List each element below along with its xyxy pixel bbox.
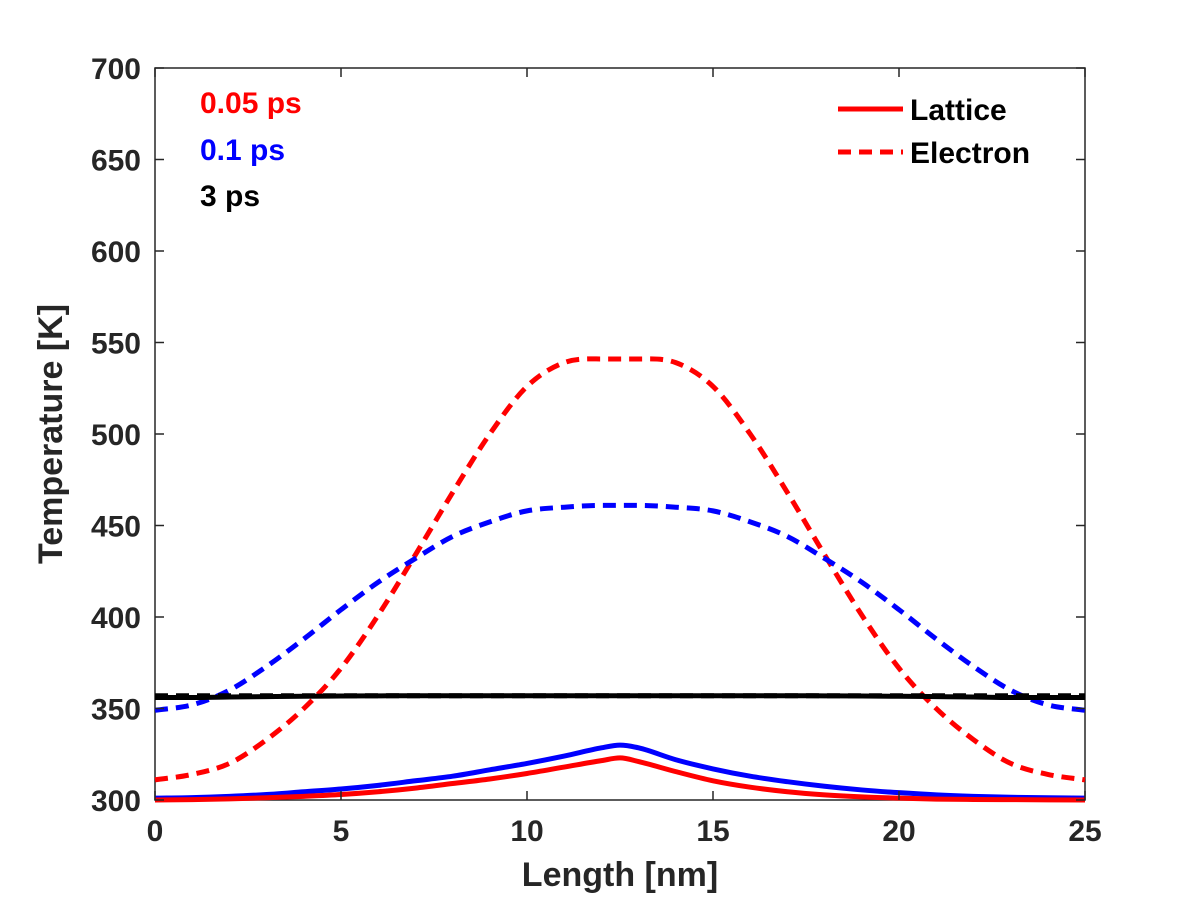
x-tick-label: 10 <box>510 815 543 848</box>
y-tick-label: 550 <box>91 328 141 361</box>
series-line-lattice-3-ps <box>155 693 1085 701</box>
y-tick-label: 450 <box>91 511 141 544</box>
axes-box <box>154 67 1086 801</box>
x-tick-label: 5 <box>333 815 350 848</box>
x-tick-label: 20 <box>882 815 915 848</box>
y-tick-label: 300 <box>91 785 141 818</box>
series-line-electron-0-05-ps <box>154 356 1086 783</box>
legend-electron-label: Electron <box>910 137 1030 170</box>
legend-lattice-label: Lattice <box>910 94 1007 127</box>
y-tick-label: 700 <box>91 53 141 86</box>
y-tick-label: 500 <box>91 419 141 452</box>
y-tick-label: 650 <box>91 145 141 178</box>
series-layer <box>154 356 1086 803</box>
annotation-3ps: 3 ps <box>200 180 260 213</box>
y-tick-label: 350 <box>91 694 141 727</box>
annotation-0-1ps: 0.1 ps <box>200 134 285 167</box>
time-annotations: 0.05 ps 0.1 ps 3 ps <box>200 87 302 213</box>
annotation-0-05ps: 0.05 ps <box>200 87 302 120</box>
x-tick-label: 25 <box>1068 815 1101 848</box>
plot-area <box>154 67 1086 801</box>
series-line-lattice-0-05-ps <box>154 755 1086 803</box>
series-line-lattice-0-1-ps <box>154 742 1086 801</box>
x-axis-label: Length [nm] <box>522 856 718 894</box>
x-tick-label: 0 <box>147 815 164 848</box>
x-tick-label: 15 <box>696 815 729 848</box>
y-tick-label: 600 <box>91 236 141 269</box>
legend: Lattice Electron <box>838 94 1030 170</box>
y-axis-label: Temperature [K] <box>32 304 70 564</box>
ticks-layer: 0 5 10 15 20 25 300 350 400 450 500 550 600 650 700 <box>91 53 1102 848</box>
y-tick-label: 400 <box>91 602 141 635</box>
